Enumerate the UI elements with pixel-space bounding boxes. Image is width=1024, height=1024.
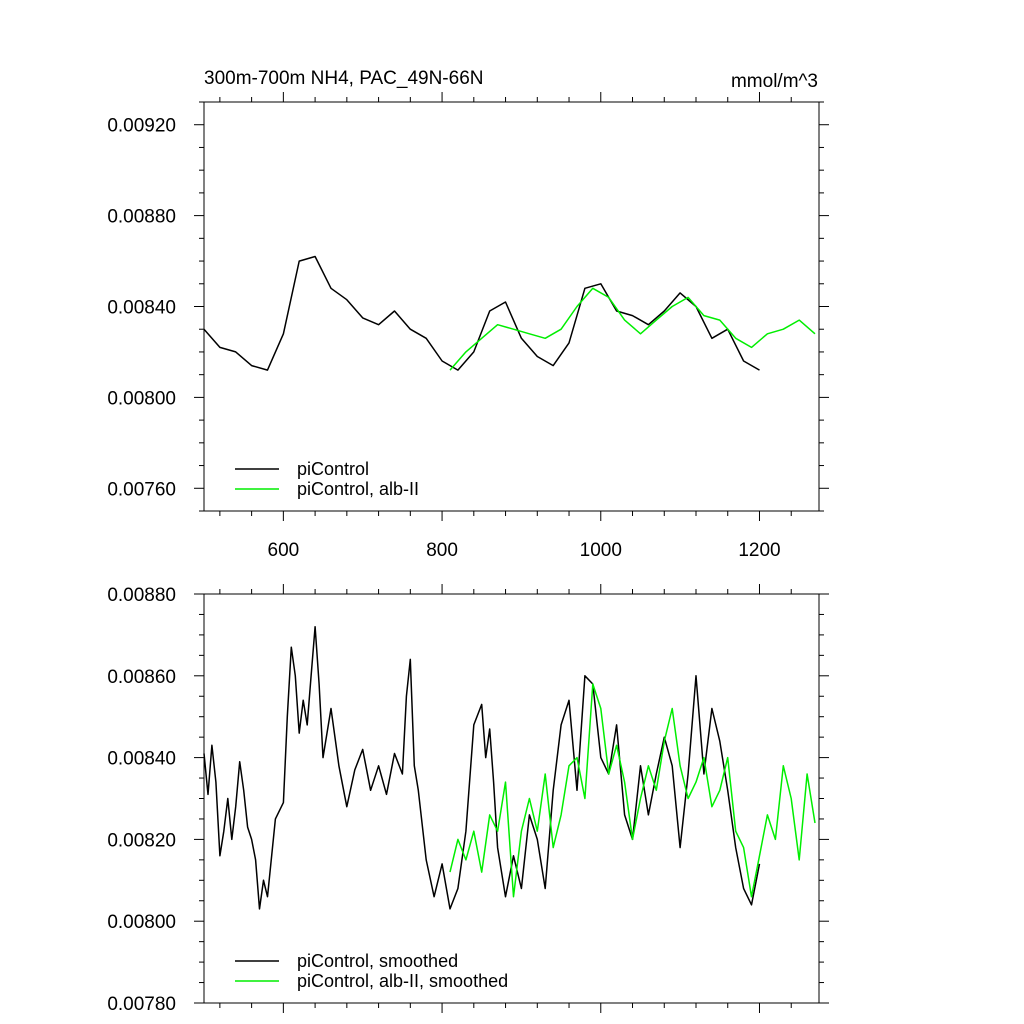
- bottom-panel: 0.00780 0.00800 0.00820 0.00840 0.00860 0.008…: [107, 584, 829, 1015]
- top-panel: 300m-700m NH4, PAC_49N-66N mmol/m^3 600 8…: [107, 68, 829, 561]
- x-tick-label: 1000: [580, 540, 622, 561]
- top-axis-ticks: [194, 92, 829, 521]
- top-y-tick-labels: 0.00760 0.00800 0.00840 0.00880 0.00920: [107, 116, 176, 501]
- bottom-axis-ticks: [194, 584, 829, 1013]
- bottom-y-tick-labels: 0.00780 0.00800 0.00820 0.00840 0.00860 0.008…: [107, 585, 176, 1015]
- x-tick-label: 600: [268, 540, 300, 561]
- y-tick-label: 0.00820: [107, 830, 176, 851]
- y-tick-label: 0.00880: [107, 207, 176, 228]
- units-label: mmol/m^3: [731, 71, 818, 92]
- top-series-lines: [203, 255, 816, 371]
- bottom-plot-frame: [203, 593, 820, 1004]
- y-tick-label: 0.00860: [107, 667, 176, 688]
- legend-entry: piControl, smoothed: [297, 951, 458, 971]
- top-plot-frame: [203, 101, 820, 512]
- y-tick-label: 0.00840: [107, 749, 176, 770]
- legend-entry: piControl, alb-II, smoothed: [297, 971, 508, 991]
- y-tick-label: 0.00800: [107, 912, 176, 933]
- top-x-tick-labels: 600 800 1000 1200: [268, 540, 781, 561]
- y-tick-label: 0.00780: [107, 994, 176, 1015]
- series-line-picontrol-alb-ii: [449, 287, 816, 371]
- y-tick-label: 0.00760: [107, 479, 176, 500]
- bottom-series-lines: [203, 625, 816, 910]
- series-line-picontrol: [203, 625, 761, 910]
- chart-title: 300m-700m NH4, PAC_49N-66N: [204, 68, 484, 89]
- legend-entry: piControl: [297, 459, 369, 479]
- y-tick-label: 0.00800: [107, 388, 176, 409]
- y-tick-label: 0.00880: [107, 585, 176, 606]
- x-tick-label: 800: [426, 540, 458, 561]
- series-line-picontrol-alb-ii: [449, 683, 816, 898]
- legend-entry: piControl, alb-II: [297, 479, 419, 499]
- series-line-picontrol: [203, 255, 760, 371]
- x-tick-label: 1200: [738, 540, 780, 561]
- y-tick-label: 0.00920: [107, 116, 176, 137]
- y-tick-label: 0.00840: [107, 298, 176, 319]
